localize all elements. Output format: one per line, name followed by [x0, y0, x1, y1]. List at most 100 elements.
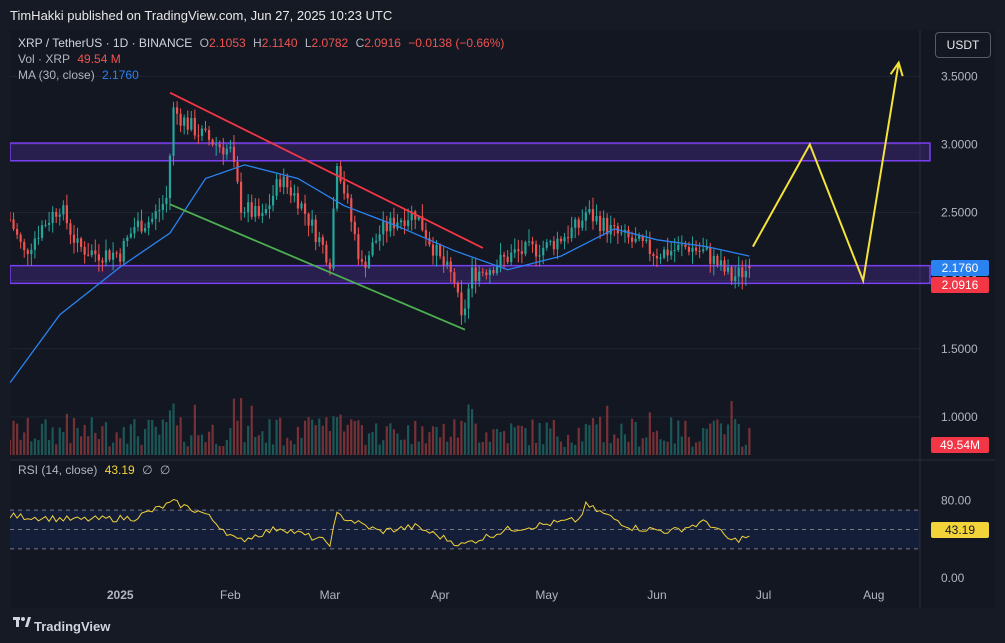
- volume-bar: [712, 420, 715, 455]
- chart-frame[interactable]: 3.50003.00002.50002.00001.50001.000080.0…: [10, 30, 995, 608]
- candle-body: [595, 215, 598, 222]
- volume-bar: [101, 426, 104, 455]
- candle-body: [186, 117, 189, 130]
- close-price-badge: 2.0916: [931, 277, 989, 293]
- volume-bar: [698, 441, 701, 455]
- volume-bar: [694, 442, 698, 455]
- candle-body: [172, 107, 175, 156]
- volume-bar: [446, 441, 449, 455]
- volume-bar: [449, 436, 452, 455]
- volume-bar: [456, 437, 459, 455]
- trendlines[interactable]: [169, 91, 484, 331]
- volume-bar: [225, 440, 228, 455]
- volume-bar: [161, 419, 164, 455]
- volume-bar: [563, 446, 566, 455]
- support-trendline[interactable]: [169, 203, 466, 331]
- volume-bar: [421, 426, 424, 455]
- volume-bars: [10, 398, 751, 455]
- candle-body: [58, 214, 61, 217]
- projection-arrowhead[interactable]: [889, 60, 904, 77]
- currency-button[interactable]: USDT: [935, 32, 991, 58]
- candle-body: [318, 237, 321, 243]
- volume-bar: [119, 438, 122, 455]
- volume-bar: [524, 427, 527, 455]
- candle-body: [204, 128, 207, 131]
- volume-bar: [513, 427, 516, 455]
- volume-bar: [652, 432, 655, 455]
- volume-bar: [734, 418, 737, 455]
- volume-bar: [271, 444, 275, 455]
- candles: [10, 101, 751, 325]
- volume-bar: [687, 437, 691, 455]
- candle-body: [311, 219, 314, 226]
- volume-bar: [165, 422, 168, 455]
- ma30-line: [10, 164, 750, 384]
- volume-bar: [136, 436, 140, 455]
- volume-bar: [72, 417, 76, 455]
- volume-bar: [485, 432, 488, 455]
- volume-bar: [545, 422, 548, 455]
- price-tick-label: 3.5000: [941, 69, 978, 83]
- volume-bar: [328, 431, 332, 455]
- volume-bar: [506, 443, 509, 455]
- candle-body: [79, 238, 83, 247]
- volume-bar: [140, 444, 143, 455]
- candle-body: [534, 244, 538, 257]
- candle-body: [282, 176, 285, 188]
- candle-body: [190, 117, 193, 130]
- candle-body: [684, 244, 687, 247]
- candle-body: [261, 213, 264, 216]
- candle-body: [133, 227, 136, 234]
- volume-bar: [719, 423, 723, 455]
- candle-body: [456, 282, 459, 293]
- volume-bar: [143, 428, 147, 455]
- volume-bar: [581, 441, 584, 455]
- projection-path[interactable]: [752, 62, 900, 285]
- volume-bar: [76, 427, 79, 455]
- candle-body: [577, 219, 580, 228]
- legend-row-ma: MA (30, close) 2.1760: [18, 68, 143, 82]
- candle-body: [37, 237, 40, 239]
- projection[interactable]: [752, 60, 904, 285]
- candle-body: [385, 221, 388, 232]
- candle-body: [602, 217, 605, 232]
- volume-bar: [44, 419, 47, 455]
- footer: [0, 608, 1005, 643]
- volume-bar: [417, 441, 420, 455]
- candle-body: [499, 254, 502, 267]
- candle-body: [289, 187, 292, 196]
- time-axis-label: Feb: [220, 588, 241, 602]
- candle-body: [161, 204, 164, 210]
- volume-bar: [62, 432, 65, 455]
- candle-body: [375, 240, 378, 243]
- candle-body: [446, 261, 449, 266]
- candle-body: [645, 239, 648, 242]
- volume-bar: [250, 405, 253, 455]
- candle-body: [620, 232, 623, 234]
- volume-bar: [371, 432, 374, 455]
- volume-bar: [723, 434, 726, 455]
- volume-bar: [10, 439, 12, 455]
- volume-bar: [264, 442, 268, 455]
- candle-body: [183, 117, 186, 126]
- volume-bar: [655, 430, 659, 455]
- chart-svg[interactable]: 3.50003.00002.50002.00001.50001.000080.0…: [10, 30, 995, 608]
- volume-bar: [659, 439, 662, 455]
- symbol-label: XRP / TetherUS · 1D · BINANCE: [18, 36, 193, 50]
- downtrend-trendline[interactable]: [169, 91, 484, 249]
- volume-bar: [247, 425, 250, 455]
- volume-bar: [584, 424, 587, 455]
- volume-bar: [55, 444, 58, 455]
- volume-bar: [367, 433, 371, 455]
- candle-body: [19, 234, 22, 242]
- candle-body: [69, 223, 72, 235]
- volume-bar: [200, 434, 204, 455]
- candle-body: [744, 271, 747, 278]
- candle-body: [524, 241, 527, 254]
- time-axis-label: Jun: [647, 588, 666, 602]
- volume-bar: [133, 419, 136, 455]
- candle-body: [712, 255, 715, 264]
- volume-bar: [151, 420, 154, 455]
- candle-body: [414, 211, 417, 220]
- volume-bar: [236, 420, 239, 455]
